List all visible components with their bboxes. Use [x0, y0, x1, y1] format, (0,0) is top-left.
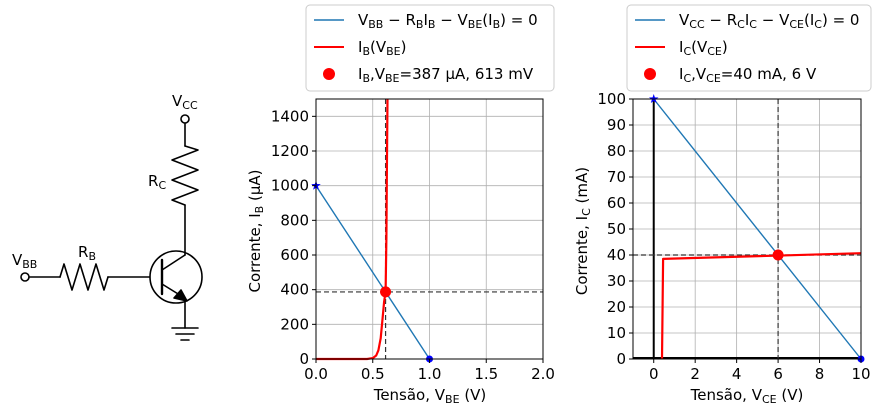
rc-subscript: C — [158, 179, 166, 192]
legend-op-point-swatch — [323, 68, 335, 80]
base-chart-x-ticks: 0.0 0.5 1.0 1.5 2.0 — [304, 359, 555, 383]
base-chart-y-ticks: 0 200 400 600 800 1000 1200 1400 — [271, 107, 316, 368]
y-tick-label: 100 — [597, 90, 626, 108]
y-tick-label: 0 — [616, 350, 626, 368]
x-tick-label: 0.0 — [304, 365, 328, 383]
transistor-circuit — [20, 114, 203, 341]
base-chart: 0.0 0.5 1.0 1.5 2.0 0 200 400 600 800 1000 1200 140… — [246, 4, 555, 406]
base-chart-legend-box — [305, 4, 555, 92]
emitter-arrow-icon — [173, 289, 188, 302]
x-tick-label: 1.0 — [418, 365, 442, 383]
collector-chart-grid — [633, 98, 862, 360]
x-tick-label: 2 — [690, 365, 700, 383]
legend-base-op-point: IB,VBE=387 µA, 613 mV — [358, 65, 534, 85]
collector-chart-y-ticks: 0 10 20 30 40 50 60 70 80 90 100 — [597, 90, 633, 368]
collector-chart-series — [653, 98, 862, 360]
y-tick-label: 600 — [280, 246, 309, 264]
vcc-label: VCC — [172, 92, 198, 112]
legend-collector-op-point: IC,VCE=40 mA, 6 V — [679, 65, 817, 85]
rb-subscript: B — [88, 250, 96, 263]
x-tick-label: 8 — [815, 365, 825, 383]
transistor-collector-lead — [161, 254, 186, 271]
collector-chart-legend-box — [626, 4, 872, 92]
collector-chart-y-label: Corrente, IC (mA) — [573, 167, 593, 295]
base-chart-series — [315, 98, 431, 361]
y-tick-label: 90 — [607, 116, 626, 134]
vcc-terminal — [180, 114, 190, 124]
x-tick-label: 6 — [773, 365, 783, 383]
base-chart-grid — [315, 99, 544, 360]
y-tick-label: 400 — [280, 281, 309, 299]
y-tick-label: 1400 — [271, 107, 309, 125]
x-tick-label: 0.5 — [361, 365, 385, 383]
vbb-label: VBB — [12, 251, 37, 271]
y-tick-label: 1200 — [271, 142, 309, 160]
collector-chart-x-ticks: 0 2 4 6 8 10 — [649, 359, 871, 383]
legend-collector-curve: IC(VCE) — [679, 38, 728, 58]
legend-base-curve: IB(VBE) — [358, 38, 406, 58]
collector-chart-x-label: Tensão, VCE (V) — [690, 386, 804, 406]
rb-label: RB — [78, 243, 96, 263]
y-tick-label: 200 — [280, 315, 309, 333]
diode_curve-series — [316, 98, 389, 361]
collector-chart: 0 2 4 6 8 10 0 10 20 30 40 50 60 70 80 90 100 Tensão, V… — [573, 4, 872, 406]
y-tick-label: 60 — [607, 194, 626, 212]
rc-label: RC — [148, 172, 166, 192]
collector-chart-guides — [633, 99, 861, 359]
operating-point-marker — [380, 286, 392, 298]
x-tick-label: 10 — [851, 365, 870, 383]
x-tick-label: 2.0 — [531, 365, 555, 383]
x-tick-label: 0 — [649, 365, 659, 383]
collector-chart-legend: VCC − RCIC − VCE(IC) = 0 IC(VCE) IC,VCE=… — [626, 4, 872, 92]
y-tick-label: 1000 — [271, 177, 309, 195]
load_line-series — [653, 98, 862, 360]
load_line-series — [315, 185, 431, 360]
x-tick-label: 1.5 — [474, 365, 498, 383]
y-tick-label: 40 — [607, 246, 626, 264]
y-tick-label: 0 — [299, 350, 309, 368]
x-tick-label: 4 — [732, 365, 742, 383]
vcc-subscript: CC — [182, 99, 198, 112]
vbb-terminal — [20, 272, 30, 282]
base-chart-x-label: Tensão, VBE (V) — [373, 386, 487, 406]
base-chart-legend: VBB − RBIB − VBE(IB) = 0 IB(VBE) IB,VBE=… — [305, 4, 555, 92]
y-tick-label: 800 — [280, 211, 309, 229]
transistor_curve-series — [660, 252, 862, 360]
collector-chart-axis-lines — [633, 99, 861, 359]
y-tick-label: 30 — [607, 272, 626, 290]
y-tick-label: 20 — [607, 298, 626, 316]
rc-resistor — [171, 145, 199, 206]
y-tick-label: 80 — [607, 142, 626, 160]
operating-point-marker — [772, 249, 784, 261]
legend-collector-load-line: VCC − RCIC − VCE(IC) = 0 — [679, 11, 859, 31]
vbb-subscript: BB — [22, 258, 37, 271]
y-tick-label: 70 — [607, 168, 626, 186]
y-tick-label: 10 — [607, 324, 626, 342]
legend-base-load-line: VBB − RBIB − VBE(IB) = 0 — [358, 11, 538, 31]
legend-c-op-point-swatch — [644, 68, 656, 80]
y-tick-label: 50 — [607, 220, 626, 238]
rb-resistor — [59, 263, 109, 291]
base-chart-y-label: Corrente, IB (µA) — [246, 169, 266, 292]
